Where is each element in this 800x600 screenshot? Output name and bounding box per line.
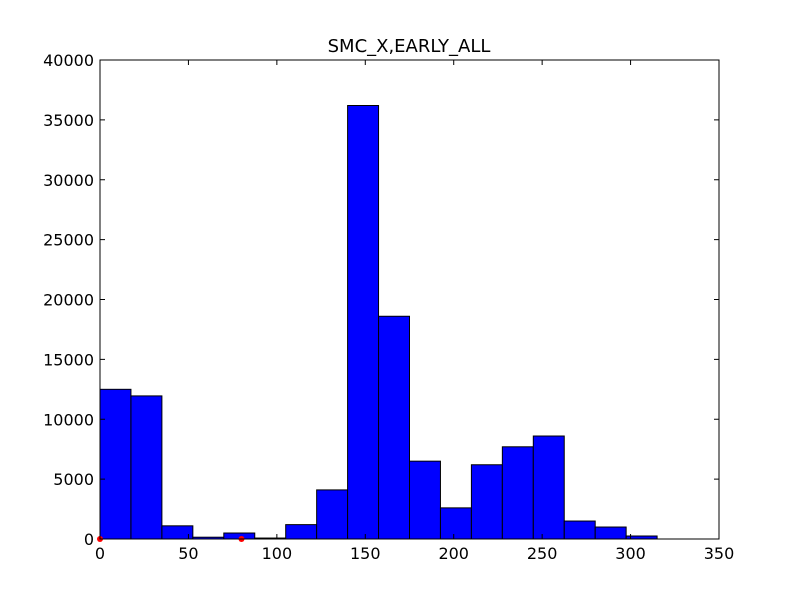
- histogram-bar-7: [316, 489, 349, 540]
- y-tick-label: 30000: [43, 171, 94, 190]
- histogram-bar-0: [99, 388, 132, 540]
- ticks-layer: [99, 59, 720, 540]
- y-tick-label: 35000: [43, 111, 94, 130]
- y-tick-label: 0: [84, 530, 94, 549]
- histogram-bar-14: [532, 435, 565, 540]
- y-tick-label: 20000: [43, 291, 94, 310]
- histogram-bar-11: [439, 507, 472, 540]
- bars-layer: [99, 105, 658, 540]
- x-tick-label: 250: [527, 544, 558, 563]
- x-tick-label: 300: [615, 544, 646, 563]
- histogram-bar-1: [130, 395, 163, 540]
- x-tick-label: 0: [95, 544, 105, 563]
- y-tick-label: 40000: [43, 51, 94, 70]
- y-tick-labels: 0 5000 10000 15000 20000 25000 30000 35000 40000: [43, 51, 94, 549]
- histogram-bar-13: [501, 446, 534, 540]
- x-tick-label: 150: [350, 544, 381, 563]
- y-tick-label: 5000: [53, 470, 94, 489]
- x-tick-label: 350: [704, 544, 735, 563]
- x-tick-label: 50: [178, 544, 198, 563]
- histogram-bar-10: [409, 460, 441, 540]
- y-tick-label: 15000: [43, 350, 94, 369]
- y-tick-label: 10000: [43, 410, 94, 429]
- histogram-bar-12: [470, 464, 503, 540]
- x-tick-label: 200: [438, 544, 469, 563]
- chart-title: SMC_X,EARLY_ALL: [328, 36, 491, 57]
- y-tick-label: 25000: [43, 231, 94, 250]
- histogram-bar-16: [594, 526, 627, 540]
- x-tick-label: 100: [262, 544, 293, 563]
- histogram-bar-8: [347, 105, 380, 540]
- histogram-bar-15: [563, 520, 596, 540]
- x-tick-labels: 0 50 100 150 200 250 300 350: [95, 544, 734, 563]
- histogram-bar-6: [285, 524, 318, 540]
- histogram-bar-9: [378, 315, 410, 540]
